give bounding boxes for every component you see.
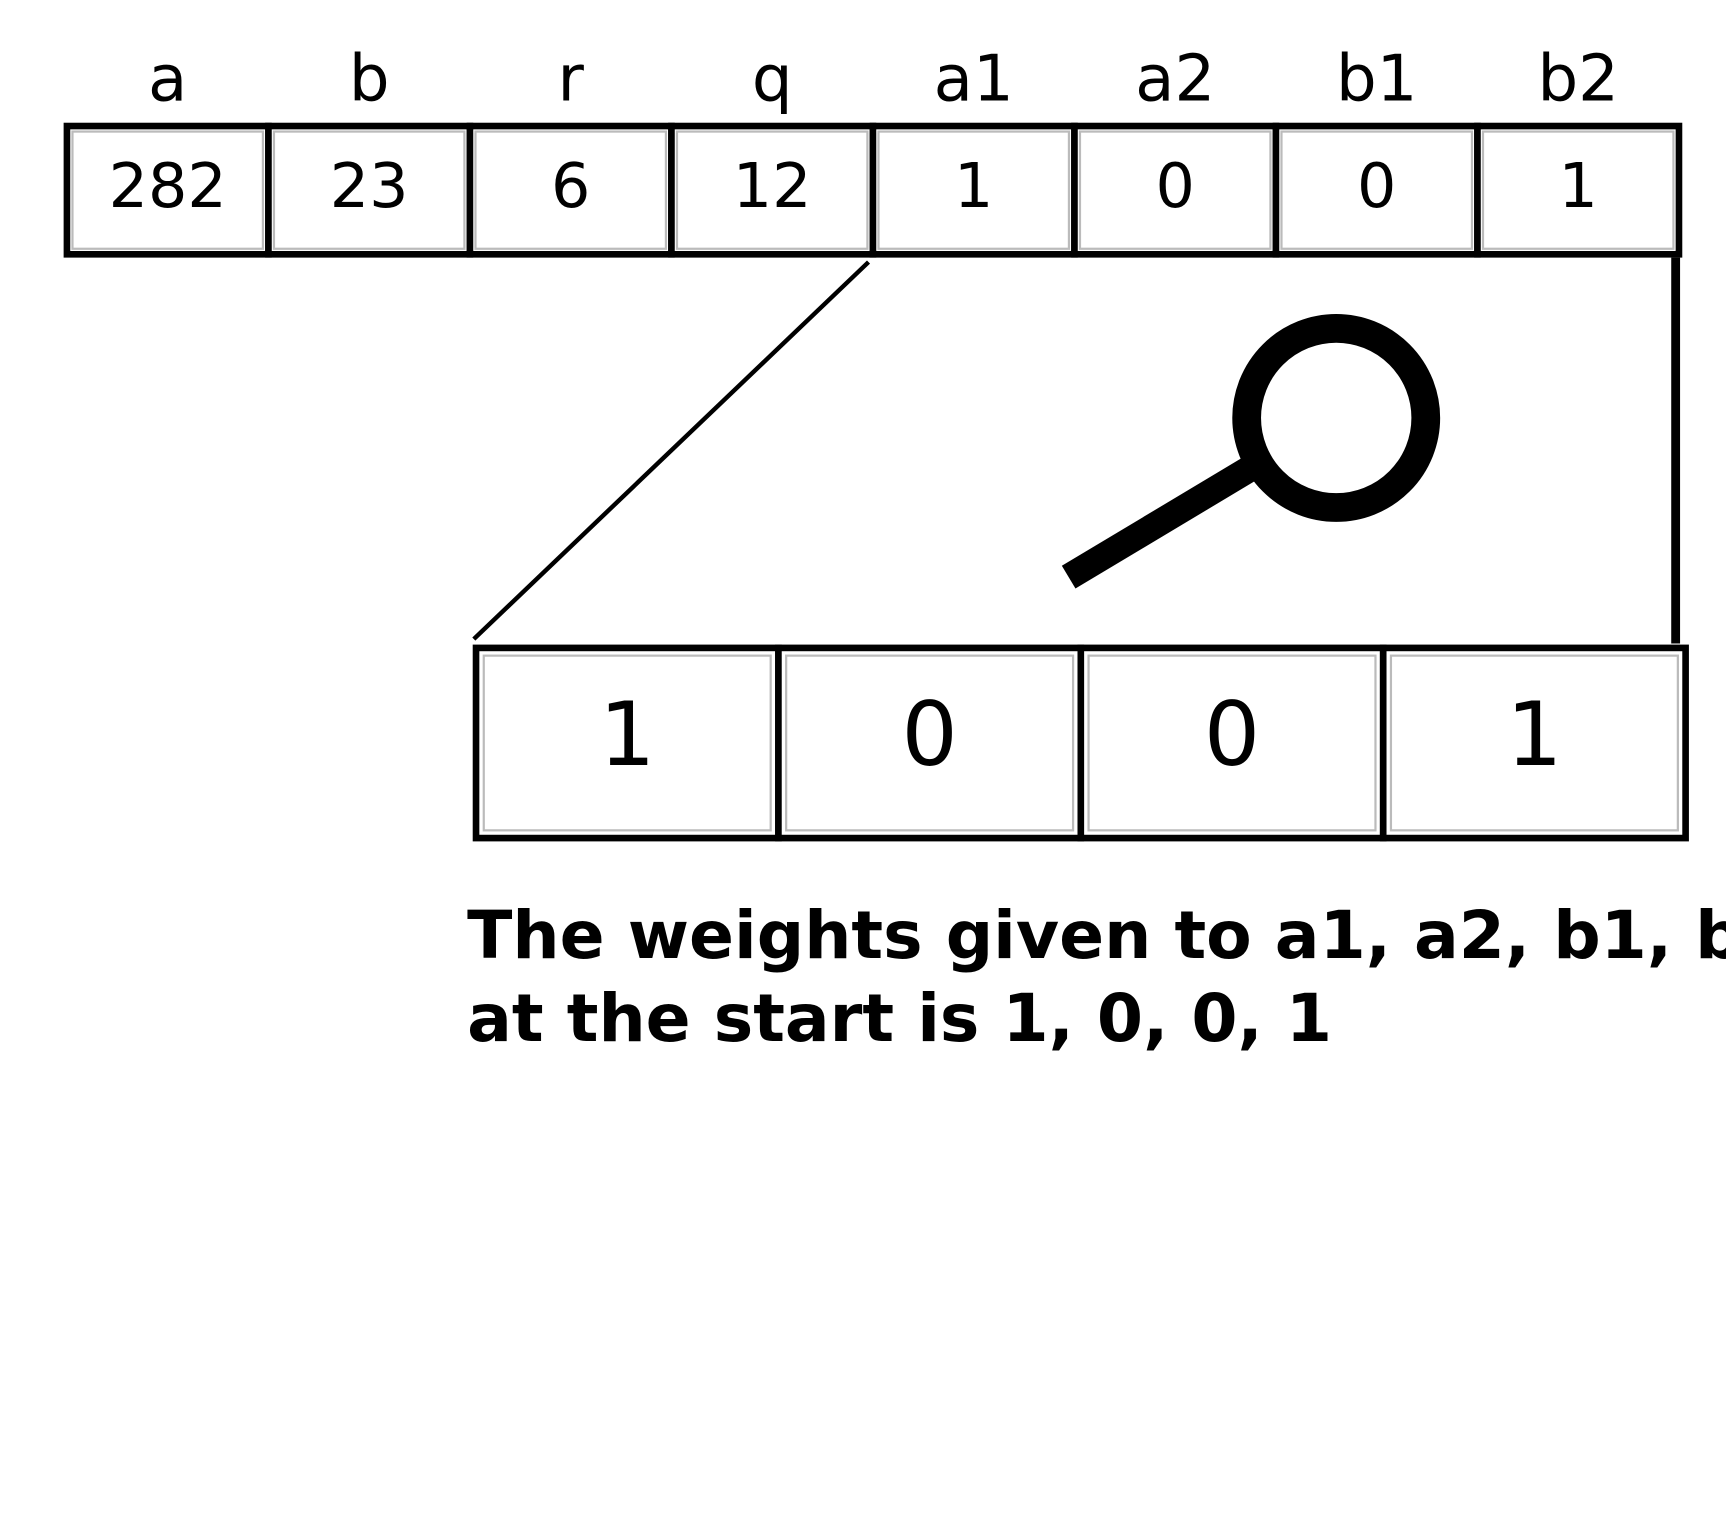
- cell: [466, 122, 675, 258]
- variable-name: a: [148, 42, 187, 117]
- cell-inner: [785, 654, 1075, 832]
- cell: [472, 644, 782, 842]
- variable-value: 23: [330, 150, 409, 222]
- cell-inner: [1481, 130, 1675, 250]
- caption-line: The weights given to a1, a2, b1, b2: [467, 896, 1726, 974]
- cell-inner: [1389, 654, 1679, 832]
- variable-value: 0: [1357, 150, 1396, 222]
- cell-inner: [272, 130, 466, 250]
- cell: [1272, 122, 1481, 258]
- variable-value: 0: [1156, 150, 1195, 222]
- variable-value: 1: [1559, 150, 1598, 222]
- variable-name: a2: [1135, 42, 1215, 117]
- variable-name: q: [752, 42, 793, 117]
- cell-inner: [1087, 654, 1377, 832]
- variable-name: b1: [1336, 42, 1417, 117]
- cell: [1071, 122, 1280, 258]
- caption-line: at the start is 1, 0, 0, 1: [467, 979, 1332, 1057]
- variable-name: b: [349, 42, 390, 117]
- zoom-row: 1 0 0 1: [472, 644, 1689, 842]
- variable-name: r: [558, 42, 585, 117]
- variable-name: b2: [1537, 42, 1618, 117]
- cell-inner: [675, 130, 869, 250]
- cell-inner: [482, 654, 772, 832]
- cell-inner: [71, 130, 265, 250]
- zoom-value: 1: [599, 683, 655, 786]
- cell-inner: [1280, 130, 1474, 250]
- variable-value: 1: [954, 150, 993, 222]
- zoom-value: 0: [901, 683, 957, 786]
- cell: [1379, 644, 1689, 842]
- zoom-value: 1: [1506, 683, 1562, 786]
- cell: [775, 644, 1085, 842]
- variable-value: 282: [109, 150, 227, 222]
- magnifier-icon: [1061, 314, 1441, 589]
- zoom-value: 0: [1204, 683, 1260, 786]
- variable-value: 12: [733, 150, 812, 222]
- variable-value: 6: [551, 150, 590, 222]
- zoom-connector: [472, 260, 871, 641]
- cell: [1474, 122, 1683, 258]
- variable-name: a1: [934, 42, 1014, 117]
- variable-row: a 282 b 23 r 6 q 12 a1 1 a2 0 b1 0 b2 1: [63, 42, 1683, 258]
- cell: [869, 122, 1078, 258]
- cell-inner: [877, 130, 1071, 250]
- cell-inner: [1078, 130, 1272, 250]
- cell-inner: [474, 130, 668, 250]
